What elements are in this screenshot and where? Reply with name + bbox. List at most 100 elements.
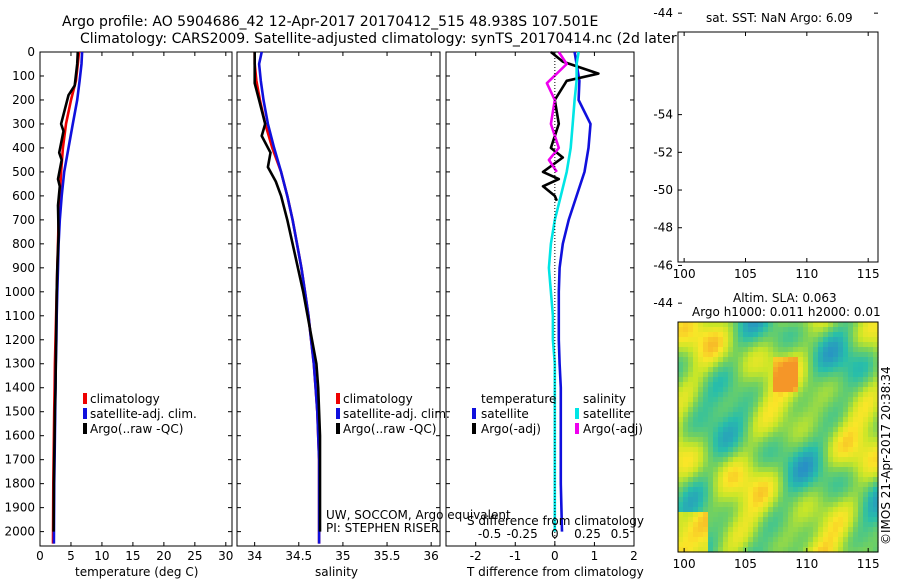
sla-cell xyxy=(723,412,729,418)
sla-cell xyxy=(768,497,774,503)
sla-cell xyxy=(858,527,864,533)
sla-cell xyxy=(793,537,799,543)
sla-cell xyxy=(748,337,754,343)
sla-cell xyxy=(783,457,789,463)
sla-cell xyxy=(778,327,784,333)
sla-cell xyxy=(748,497,754,503)
sla-cell xyxy=(713,477,719,483)
sla-cell xyxy=(823,537,829,543)
sla-cell xyxy=(793,337,799,343)
sla-cell xyxy=(803,482,809,488)
sla-cell xyxy=(873,357,879,363)
sla-cell xyxy=(758,467,764,473)
sla-cell xyxy=(868,332,874,338)
sla-cell xyxy=(743,402,749,408)
sla-cell xyxy=(683,547,689,553)
sla-cell xyxy=(813,377,819,383)
sla-cell xyxy=(778,517,784,523)
sla-cell xyxy=(838,337,844,343)
sla-cell xyxy=(788,447,794,453)
sla-cell xyxy=(773,482,779,488)
sla-cell xyxy=(688,337,694,343)
sla-cell xyxy=(828,427,834,433)
sla-cell xyxy=(708,432,714,438)
sla-cell xyxy=(788,357,794,363)
sla-cell xyxy=(733,462,739,468)
sla-cell xyxy=(873,457,879,463)
sla-cell xyxy=(848,537,854,543)
sla-cell xyxy=(803,402,809,408)
sla-cell xyxy=(718,327,724,333)
sla-cell xyxy=(733,337,739,343)
sla-cell xyxy=(873,417,879,423)
sla-cell xyxy=(728,507,734,513)
sla-cell xyxy=(788,517,794,523)
sla-cell xyxy=(823,437,829,443)
sla-cell xyxy=(728,497,734,503)
sla-cell xyxy=(783,467,789,473)
depth-tick-label: 1800 xyxy=(4,477,35,491)
sla-cell xyxy=(818,522,824,528)
sla-cell xyxy=(678,537,684,543)
sla-cell xyxy=(698,502,704,508)
sla-cell xyxy=(718,347,724,353)
sla-cell xyxy=(733,532,739,538)
depth-tick-label: 1000 xyxy=(4,285,35,299)
sla-cell xyxy=(713,522,719,528)
sla-cell xyxy=(833,337,839,343)
sla-cell xyxy=(763,517,769,523)
sla-cell xyxy=(798,377,804,383)
sla-cell xyxy=(863,527,869,533)
sla-cell xyxy=(823,337,829,343)
sla-cell xyxy=(873,472,879,478)
sla-cell xyxy=(838,447,844,453)
sla-cell xyxy=(818,517,824,523)
sla-cell xyxy=(838,507,844,513)
sla-cell xyxy=(693,472,699,478)
sla-cell xyxy=(718,412,724,418)
sla-cell xyxy=(688,442,694,448)
sla-cell xyxy=(863,432,869,438)
map1-title: sat. SST: NaN Argo: 6.09 xyxy=(706,11,853,25)
sla-cell xyxy=(678,432,684,438)
sla-cell xyxy=(843,437,849,443)
sla-cell xyxy=(858,417,864,423)
sla-cell xyxy=(723,397,729,403)
sla-cell xyxy=(808,422,814,428)
sla-cell xyxy=(823,507,829,513)
sla-cell xyxy=(803,397,809,403)
sla-cell xyxy=(813,547,819,553)
sla-cell xyxy=(818,472,824,478)
sla-cell xyxy=(798,542,804,548)
sla-cell xyxy=(788,377,794,383)
sla-cell xyxy=(803,342,809,348)
sla-cell xyxy=(868,517,874,523)
sla-cell xyxy=(873,492,879,498)
sla-cell xyxy=(733,467,739,473)
sla-cell xyxy=(828,357,834,363)
sla-cell xyxy=(738,527,744,533)
sla-cell xyxy=(743,332,749,338)
sla-cell xyxy=(768,327,774,333)
sla-cell xyxy=(708,447,714,453)
sla-cell xyxy=(723,427,729,433)
sla-cell xyxy=(738,412,744,418)
sla-cell xyxy=(708,442,714,448)
sla-cell xyxy=(813,507,819,513)
sla-cell xyxy=(758,427,764,433)
sla-cell xyxy=(728,547,734,553)
sla-cell xyxy=(738,362,744,368)
sla-cell xyxy=(763,422,769,428)
sla-cell xyxy=(848,417,854,423)
sla-cell xyxy=(723,472,729,478)
sla-cell xyxy=(688,357,694,363)
sla-cell xyxy=(793,457,799,463)
sla-cell xyxy=(753,512,759,518)
sla-cell xyxy=(833,537,839,543)
sla-cell xyxy=(718,467,724,473)
sla-cell xyxy=(678,347,684,353)
sla-cell xyxy=(778,547,784,553)
sla-cell xyxy=(773,412,779,418)
sla-cell xyxy=(833,412,839,418)
sla-cell xyxy=(873,477,879,483)
